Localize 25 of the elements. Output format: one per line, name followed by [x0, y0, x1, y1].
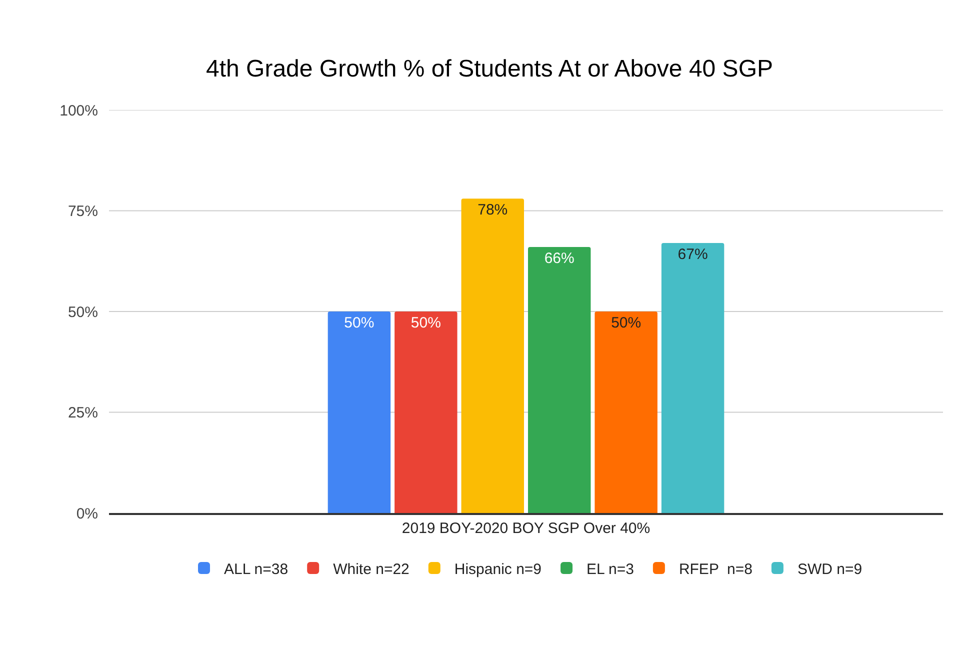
- bar: [328, 312, 391, 513]
- legend-label: White n=22: [333, 560, 410, 578]
- data-label: 50%: [410, 314, 441, 332]
- data-label: 50%: [611, 314, 642, 332]
- y-tick-label: 25%: [68, 404, 98, 422]
- x-tick-label: 2019 BOY-2020 BOY SGP Over 40%: [402, 520, 650, 537]
- bar: [394, 312, 458, 513]
- bar: [528, 247, 591, 513]
- bar: [661, 242, 724, 513]
- data-label: 67%: [678, 246, 708, 263]
- data-label: 66%: [544, 250, 574, 268]
- chart-title: 4th Grade Growth % of Students At or Above 40 SGP: [206, 55, 773, 82]
- bar: [594, 312, 658, 513]
- y-tick-label: 0%: [76, 505, 98, 522]
- legend-label: EL n=3: [586, 560, 634, 578]
- legend-label: Hispanic n=9: [454, 560, 542, 578]
- legend-label: ALL n=38: [224, 560, 288, 578]
- bar: [461, 198, 524, 513]
- data-label: 50%: [344, 314, 374, 332]
- y-tick-label: 50%: [68, 304, 98, 321]
- legend-label: SWD n=9: [797, 560, 862, 578]
- legend-label: RFEP n=8: [678, 560, 752, 578]
- y-tick-label: 100%: [60, 102, 98, 120]
- data-label: 78%: [478, 202, 508, 219]
- y-tick-label: 75%: [68, 203, 98, 220]
